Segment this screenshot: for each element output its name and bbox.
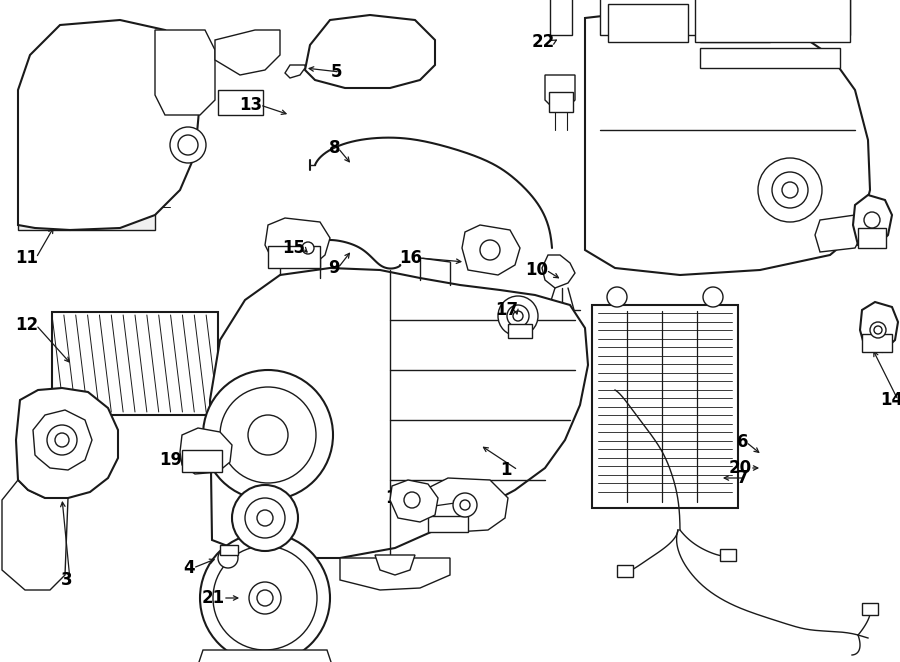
Polygon shape	[545, 75, 575, 110]
Text: 16: 16	[399, 499, 422, 517]
Polygon shape	[18, 195, 155, 230]
Polygon shape	[2, 480, 68, 590]
Circle shape	[460, 500, 470, 510]
Text: 19: 19	[159, 451, 182, 469]
Circle shape	[404, 492, 420, 508]
Circle shape	[507, 305, 529, 327]
Circle shape	[257, 510, 273, 526]
Text: 1: 1	[500, 461, 511, 479]
Polygon shape	[215, 30, 280, 75]
Text: 2: 2	[240, 521, 252, 539]
Text: 17: 17	[495, 301, 518, 319]
Circle shape	[200, 533, 330, 662]
Bar	[858, 228, 886, 248]
Text: 22: 22	[532, 33, 555, 51]
Text: 5: 5	[330, 63, 342, 81]
Text: 13: 13	[238, 96, 262, 114]
Bar	[182, 450, 222, 472]
Polygon shape	[462, 225, 520, 275]
Polygon shape	[180, 428, 232, 474]
Text: 6: 6	[736, 433, 748, 451]
Bar	[600, 0, 850, 35]
Text: 11: 11	[15, 249, 38, 267]
Polygon shape	[265, 218, 330, 268]
Circle shape	[218, 548, 238, 568]
Polygon shape	[285, 65, 305, 78]
Bar	[550, 0, 572, 35]
Circle shape	[257, 590, 273, 606]
Polygon shape	[340, 558, 450, 590]
Polygon shape	[390, 480, 438, 522]
Text: 20: 20	[729, 459, 752, 477]
Bar	[608, 4, 688, 42]
Bar	[700, 24, 770, 42]
Polygon shape	[542, 255, 575, 288]
Bar	[268, 246, 320, 268]
Circle shape	[248, 415, 288, 455]
Text: 12: 12	[15, 316, 38, 334]
Bar	[695, 0, 850, 42]
Circle shape	[47, 425, 77, 455]
Polygon shape	[305, 15, 435, 88]
Circle shape	[55, 433, 69, 447]
Polygon shape	[197, 650, 333, 662]
Polygon shape	[18, 20, 200, 230]
Circle shape	[703, 287, 723, 307]
Circle shape	[170, 127, 206, 163]
Text: 16: 16	[399, 249, 422, 267]
Bar	[862, 334, 892, 352]
Text: 4: 4	[184, 559, 195, 577]
Circle shape	[245, 498, 285, 538]
Bar	[720, 549, 736, 561]
Text: 18: 18	[385, 489, 408, 507]
Polygon shape	[853, 195, 892, 248]
Circle shape	[870, 322, 886, 338]
Bar	[592, 305, 738, 508]
Circle shape	[249, 582, 281, 614]
Circle shape	[480, 240, 500, 260]
Bar	[549, 92, 573, 112]
Bar	[220, 545, 238, 555]
Circle shape	[498, 296, 538, 336]
Polygon shape	[422, 478, 508, 532]
Circle shape	[874, 326, 882, 334]
Text: 14: 14	[880, 391, 900, 409]
Circle shape	[607, 287, 627, 307]
Text: 7: 7	[736, 469, 748, 487]
Circle shape	[178, 135, 198, 155]
Bar	[862, 603, 878, 615]
Polygon shape	[375, 555, 415, 575]
Bar	[52, 312, 218, 415]
Circle shape	[772, 172, 808, 208]
Text: 8: 8	[328, 139, 340, 157]
Polygon shape	[16, 388, 118, 498]
Text: 9: 9	[328, 259, 340, 277]
Text: 10: 10	[525, 261, 548, 279]
Text: 3: 3	[60, 571, 72, 589]
Circle shape	[758, 158, 822, 222]
Circle shape	[203, 370, 333, 500]
Polygon shape	[815, 215, 862, 252]
Bar	[428, 516, 468, 532]
Circle shape	[513, 311, 523, 321]
Polygon shape	[210, 268, 588, 558]
Circle shape	[864, 212, 880, 228]
Circle shape	[782, 182, 798, 198]
Bar	[617, 565, 633, 577]
Bar	[508, 324, 532, 338]
Circle shape	[220, 387, 316, 483]
Text: 21: 21	[202, 589, 225, 607]
Polygon shape	[33, 410, 92, 470]
Circle shape	[302, 242, 314, 254]
Text: 15: 15	[282, 239, 305, 257]
Polygon shape	[585, 12, 870, 275]
Bar	[700, 48, 840, 68]
Polygon shape	[860, 302, 898, 352]
Circle shape	[453, 493, 477, 517]
Bar	[218, 90, 263, 115]
Polygon shape	[155, 30, 215, 115]
Circle shape	[213, 546, 317, 650]
Circle shape	[232, 485, 298, 551]
